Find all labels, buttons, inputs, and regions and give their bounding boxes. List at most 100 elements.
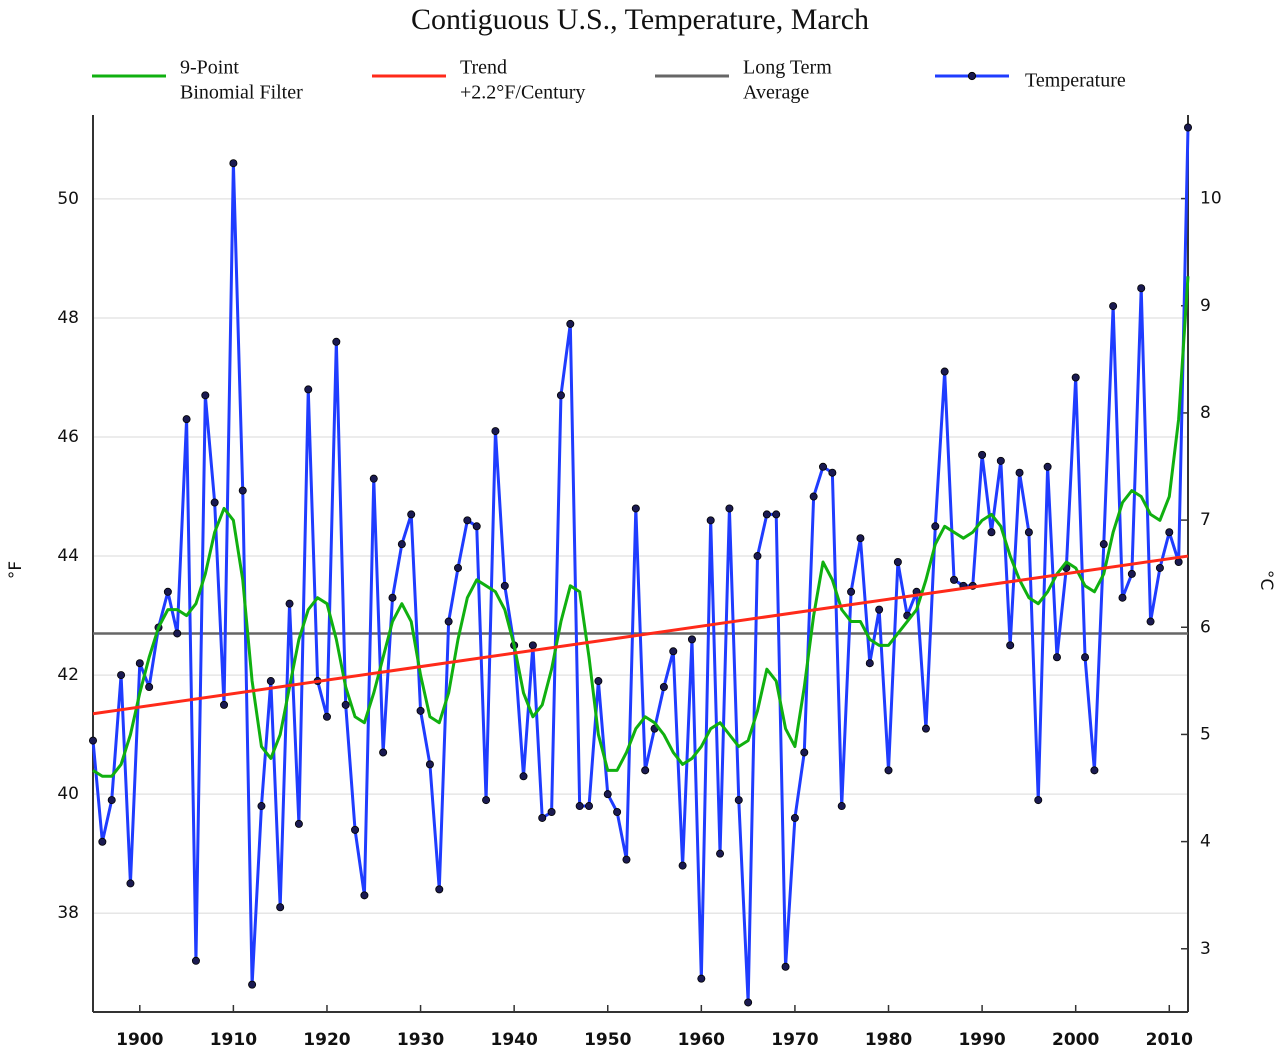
data-point — [248, 980, 257, 989]
data-point — [603, 790, 612, 799]
x-tick-label: 2010 — [1146, 1030, 1193, 1050]
data-point — [304, 385, 313, 394]
y-tick-label: 46 — [57, 427, 79, 447]
data-point — [594, 677, 603, 686]
data-point — [1052, 653, 1061, 662]
data-point — [285, 599, 294, 608]
data-point — [191, 956, 200, 965]
data-point — [706, 516, 715, 525]
data-point — [407, 510, 416, 519]
y-tick-label: 38 — [57, 903, 79, 923]
data-point — [1099, 540, 1108, 549]
data-point — [463, 516, 472, 525]
y2-tick-label: 4 — [1200, 832, 1211, 852]
data-point — [847, 587, 856, 596]
data-point — [229, 159, 238, 168]
y2-axis-label: °C — [1256, 570, 1276, 590]
data-point — [790, 813, 799, 822]
data-point — [89, 736, 98, 745]
data-point — [500, 581, 509, 590]
x-tick-label: 1940 — [490, 1030, 537, 1050]
data-point — [201, 391, 210, 400]
data-point — [1006, 641, 1015, 650]
series-line — [92, 554, 1189, 716]
data-point — [725, 504, 734, 513]
data-point — [1015, 468, 1024, 477]
data-point — [875, 605, 884, 614]
y2-tick-label: 7 — [1200, 510, 1211, 530]
data-point — [1024, 528, 1033, 537]
data-point — [978, 450, 987, 459]
data-point — [987, 528, 996, 537]
data-point — [556, 391, 565, 400]
data-point — [341, 700, 350, 709]
y2-tick-label: 6 — [1200, 617, 1211, 637]
data-point — [996, 456, 1005, 465]
data-point — [257, 802, 266, 811]
data-point — [781, 962, 790, 971]
y2-tick-label: 9 — [1200, 296, 1211, 316]
data-point — [126, 879, 135, 888]
data-point — [950, 575, 959, 584]
x-tick-label: 1960 — [678, 1030, 725, 1050]
data-point — [1174, 558, 1183, 567]
data-point — [772, 510, 781, 519]
data-point — [687, 635, 696, 644]
data-point — [1137, 284, 1146, 293]
data-point — [856, 534, 865, 543]
data-point — [519, 772, 528, 781]
y2-tick-label: 5 — [1200, 724, 1211, 744]
data-point — [800, 748, 809, 757]
data-point — [669, 647, 678, 656]
data-point — [865, 659, 874, 668]
data-point — [210, 498, 219, 507]
legend-label: +2.2°F/Century — [460, 82, 585, 104]
legend-label: Temperature — [1025, 70, 1126, 92]
data-point — [547, 808, 556, 817]
x-tick-label: 1930 — [397, 1030, 444, 1050]
data-point — [1034, 796, 1043, 805]
data-point — [98, 837, 107, 846]
data-point — [1071, 373, 1080, 382]
y-tick-label: 42 — [57, 665, 79, 685]
data-point — [491, 427, 500, 436]
x-tick-label: 1980 — [865, 1030, 912, 1050]
data-point — [444, 617, 453, 626]
data-point — [884, 766, 893, 775]
legend-label: Average — [743, 82, 809, 104]
data-point — [940, 367, 949, 376]
data-point — [294, 819, 303, 828]
x-tick-label: 1990 — [958, 1030, 1005, 1050]
data-point — [1155, 563, 1164, 572]
x-tick-label: 1950 — [584, 1030, 631, 1050]
data-point — [716, 849, 725, 858]
data-point — [145, 683, 154, 692]
data-point — [472, 522, 481, 531]
data-point — [276, 903, 285, 912]
data-point — [453, 563, 462, 572]
data-point — [1109, 302, 1118, 311]
x-tick-label: 1900 — [116, 1030, 163, 1050]
data-point — [173, 629, 182, 638]
data-point — [360, 891, 369, 900]
data-point — [893, 558, 902, 567]
legend-label: Long Term — [743, 57, 832, 79]
x-tick-label: 2000 — [1052, 1030, 1099, 1050]
y-tick-label: 50 — [57, 189, 79, 209]
data-point — [697, 974, 706, 983]
data-point — [482, 796, 491, 805]
data-point — [435, 885, 444, 894]
data-point — [1090, 766, 1099, 775]
data-point — [351, 825, 360, 834]
data-point — [566, 319, 575, 328]
data-point — [1165, 528, 1174, 537]
data-point — [1043, 462, 1052, 471]
data-point — [332, 337, 341, 346]
data-point — [762, 510, 771, 519]
legend-marker — [967, 71, 977, 81]
data-point — [622, 855, 631, 864]
data-point — [163, 587, 172, 596]
data-point — [425, 760, 434, 769]
data-point — [744, 998, 753, 1007]
y-tick-label: 44 — [57, 546, 79, 566]
